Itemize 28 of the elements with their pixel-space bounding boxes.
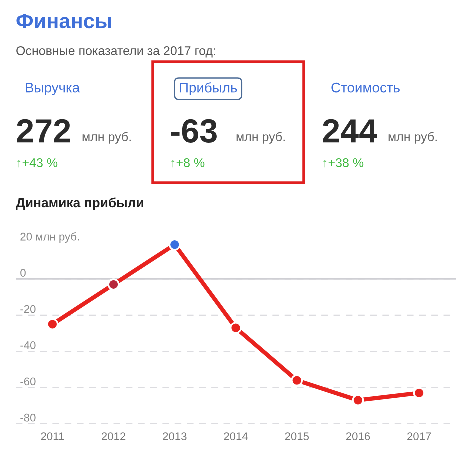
y-tick-label: -20 [20, 305, 36, 314]
text: -63 [171, 119, 217, 143]
text: ↑+43 % [18, 158, 58, 168]
text: 272 [17, 119, 70, 143]
text: Финансы [16, 14, 112, 29]
x-tick-label: 2017 [408, 432, 432, 440]
text: Выручка [26, 83, 80, 96]
text: Стоимость [332, 82, 400, 93]
text: млн руб. [388, 132, 437, 144]
y-tick-label: -80 [20, 414, 36, 422]
text: 244 [323, 119, 378, 143]
text: млн руб. [82, 132, 131, 144]
x-tick-label: 2011 [41, 432, 64, 440]
y-tick-label: 0 [20, 269, 26, 278]
y-tick-label: -40 [20, 342, 36, 350]
text: Основные показатели за 2017 год: [16, 46, 216, 58]
text: млн руб. [236, 132, 285, 144]
text: ↑+8 % [172, 158, 205, 168]
y-tick-label: 20 млн руб. [20, 232, 80, 243]
x-tick-label: 2015 [285, 432, 310, 440]
x-tick-label: 2012 [102, 432, 126, 440]
chart-title: Динамика прибыли [16, 198, 144, 210]
x-tick-label: 2014 [224, 432, 248, 440]
y-tick-label: -60 [20, 378, 36, 386]
x-tick-label: 2013 [163, 432, 187, 440]
text: Прибыль [180, 82, 238, 96]
text: ↑+38 % [324, 158, 364, 168]
x-tick-label: 2016 [346, 432, 370, 440]
